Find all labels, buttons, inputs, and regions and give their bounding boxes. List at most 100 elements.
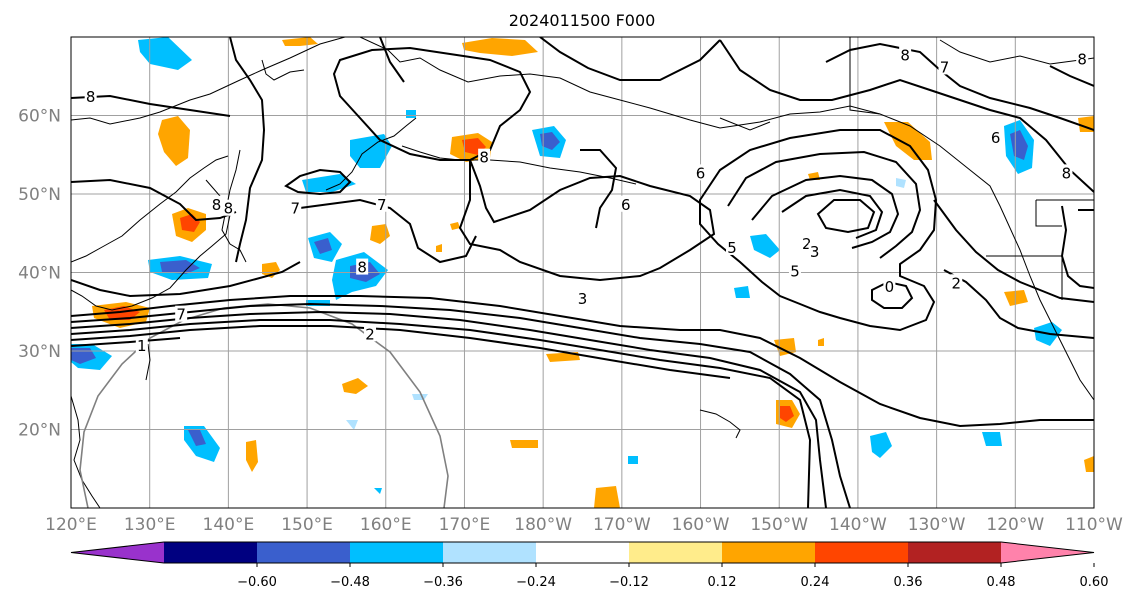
contour-line <box>933 199 1094 303</box>
contour-label: 2 <box>802 235 812 253</box>
contour-label: 8 <box>479 149 489 167</box>
contour-label: 7 <box>940 58 950 76</box>
contour-label-bg <box>938 58 951 75</box>
contour-lines <box>71 37 1094 508</box>
contour-label-bg <box>899 46 912 63</box>
contour-label: 6 <box>621 196 631 214</box>
shade-patch <box>450 222 460 230</box>
contour-label-bg <box>788 262 801 279</box>
contour-label: 8 <box>900 47 910 65</box>
contour-label: 8 <box>1077 51 1087 69</box>
contour-label: 7 <box>290 200 300 218</box>
contour-label-bg <box>478 148 491 165</box>
coastline <box>359 37 1094 401</box>
coastline <box>261 59 305 81</box>
colorbar: −0.60 −0.48 −0.36 −0.24 −0.12 0.12 0.24 0.36 0.4… <box>70 541 1108 590</box>
coastline <box>719 117 771 131</box>
shade-patch <box>188 430 206 446</box>
shade-patch <box>546 352 580 362</box>
x-tick-label: 150°E <box>281 515 333 535</box>
x-tick-label: 120°W <box>986 515 1044 535</box>
shade-patch <box>1084 456 1094 472</box>
contour-label-bg <box>289 199 302 216</box>
contour-line <box>71 319 812 508</box>
negative-anomaly-patches <box>71 37 1062 494</box>
map-frame <box>70 36 1095 509</box>
shade-patch <box>374 488 382 494</box>
contour-label: 5 <box>727 239 737 257</box>
contour-label-bg <box>619 195 632 212</box>
colorbar-tick-label: 0.12 <box>708 575 737 590</box>
shade-patch <box>71 348 96 364</box>
x-tick-label: 140°E <box>203 515 255 535</box>
colorbar-segment <box>350 542 444 563</box>
contour-line <box>71 295 1094 428</box>
contour-line <box>71 310 827 508</box>
coastline <box>1035 200 1062 227</box>
colorbar-segment <box>722 542 816 563</box>
contour-line <box>71 94 231 117</box>
y-tick-label: 50°N <box>18 185 61 205</box>
contour-label: 3 <box>810 243 820 261</box>
contour-label-bg <box>210 195 223 212</box>
shade-patch <box>160 260 200 274</box>
shade-patch <box>870 432 892 458</box>
contour-line <box>71 302 851 508</box>
shade-patch <box>302 174 356 192</box>
contour-label: 8 <box>1062 164 1072 182</box>
x-tick-label: 120°E <box>45 515 97 535</box>
shade-patch <box>780 406 794 422</box>
colorbar-tick-label: −0.12 <box>609 575 649 590</box>
x-tick-label: 170°E <box>439 515 491 535</box>
shade-patch <box>884 122 932 160</box>
colorbar-segment <box>815 542 909 563</box>
shade-patch <box>436 244 442 252</box>
colorbar-outline <box>70 541 1095 564</box>
contour-label-bg <box>726 238 739 255</box>
contour-label: 8 <box>86 88 96 106</box>
x-tick-label: 140°W <box>829 515 887 535</box>
coastline <box>699 409 741 439</box>
x-tick-label: 160°E <box>360 515 412 535</box>
contour-label: 6 <box>696 164 706 182</box>
colorbar-segment <box>257 542 351 563</box>
x-tick-label: 150°W <box>750 515 808 535</box>
contour-label: 8 <box>224 200 234 218</box>
contour-label-bg <box>576 289 589 306</box>
y-tick-label: 20°N <box>18 421 61 441</box>
coastline <box>71 179 231 311</box>
contour-line <box>1049 65 1094 87</box>
contour-line <box>816 199 876 234</box>
shade-patch <box>246 440 258 472</box>
colorbar-tick-label: 0.48 <box>987 575 1016 590</box>
shade-patch <box>314 238 332 254</box>
chart-title: 2024011500 F000 <box>509 11 656 30</box>
contour-line <box>458 159 716 282</box>
y-tick-label: 40°N <box>18 264 61 284</box>
contour-label: 0 <box>885 278 895 296</box>
x-tick-label: 170°W <box>593 515 651 535</box>
coastline <box>401 145 637 185</box>
shade-patch <box>594 486 620 508</box>
contour-line <box>1060 205 1094 289</box>
shade-patch <box>462 38 538 56</box>
contour-line <box>332 46 532 161</box>
contour-line <box>379 37 405 83</box>
x-tick-label: 110°W <box>1065 515 1123 535</box>
contour-line <box>781 188 884 239</box>
x-tick-label: 160°W <box>672 515 730 535</box>
colorbar-tick-label: −0.48 <box>330 575 370 590</box>
shade-patch <box>750 234 780 258</box>
contour-label-bg <box>1076 50 1089 67</box>
coastline <box>71 155 229 263</box>
shade-patch <box>412 394 428 400</box>
contour-label: 7 <box>176 306 186 324</box>
coastline <box>145 343 151 381</box>
contour-line <box>229 37 266 263</box>
contour-line <box>727 150 922 259</box>
contour-line <box>825 42 1094 131</box>
contour-label: 7 <box>377 196 387 214</box>
contour-line <box>71 261 301 298</box>
contour-line <box>71 178 237 222</box>
